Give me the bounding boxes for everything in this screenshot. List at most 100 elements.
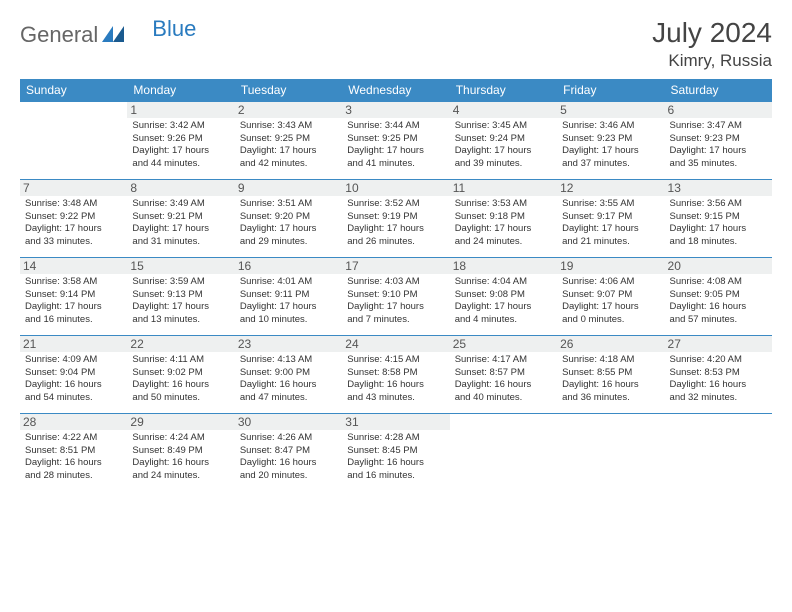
- day-cell: 4 Sunrise: 3:45 AMSunset: 9:24 PMDaylight…: [450, 101, 557, 179]
- week-row: 14Sunrise: 3:58 AMSunset: 9:14 PMDayligh…: [20, 257, 772, 335]
- day-detail-line: and 44 minutes.: [132, 158, 229, 171]
- day-details: Sunrise: 3:43 AMSunset: 9:25 PMDaylight:…: [240, 120, 337, 171]
- day-cell: 12Sunrise: 3:55 AMSunset: 9:17 PMDayligh…: [557, 179, 664, 257]
- day-detail-line: Sunset: 8:51 PM: [25, 445, 122, 458]
- day-detail-line: Sunrise: 3:49 AM: [132, 198, 229, 211]
- day-detail-line: and 16 minutes.: [347, 470, 444, 483]
- day-detail-line: and 54 minutes.: [25, 392, 122, 405]
- day-number: 22: [127, 336, 234, 352]
- day-number: 27: [665, 336, 772, 352]
- calendar-body: 1Sunrise: 3:42 AMSunset: 9:26 PMDaylight…: [20, 101, 772, 491]
- day-detail-line: and 0 minutes.: [562, 314, 659, 327]
- day-detail-line: Sunrise: 4:01 AM: [240, 276, 337, 289]
- day-cell: 29Sunrise: 4:24 AMSunset: 8:49 PMDayligh…: [127, 413, 234, 491]
- day-details: Sunrise: 3:42 AMSunset: 9:26 PMDaylight:…: [132, 120, 229, 171]
- day-details: Sunrise: 3:58 AMSunset: 9:14 PMDaylight:…: [25, 276, 122, 327]
- day-cell: [20, 101, 127, 179]
- day-detail-line: Sunset: 9:24 PM: [455, 133, 552, 146]
- day-detail-line: Sunrise: 4:03 AM: [347, 276, 444, 289]
- day-cell: 18 Sunrise: 4:04 AMSunset: 9:08 PMDayligh…: [450, 257, 557, 335]
- day-detail-line: Sunrise: 3:52 AM: [347, 198, 444, 211]
- day-details: Sunrise: 3:59 AMSunset: 9:13 PMDaylight:…: [132, 276, 229, 327]
- day-detail-line: Sunrise: 3:58 AM: [25, 276, 122, 289]
- day-cell: 6Sunrise: 3:47 AMSunset: 9:23 PMDaylight…: [665, 101, 772, 179]
- day-number: 25: [450, 336, 557, 352]
- day-detail-line: and 35 minutes.: [670, 158, 767, 171]
- day-details: Sunrise: 3:45 AMSunset: 9:24 PMDaylight:…: [455, 120, 552, 171]
- brand-logo: General Blue: [20, 18, 196, 48]
- day-detail-line: Sunset: 9:14 PM: [25, 289, 122, 302]
- day-number: 19: [557, 258, 664, 274]
- day-number: 17: [342, 258, 449, 274]
- weekday-header: Thursday: [450, 79, 557, 102]
- day-detail-line: Sunrise: 3:51 AM: [240, 198, 337, 211]
- day-details: Sunrise: 3:44 AMSunset: 9:25 PMDaylight:…: [347, 120, 444, 171]
- day-detail-line: Sunrise: 4:24 AM: [132, 432, 229, 445]
- day-detail-line: and 41 minutes.: [347, 158, 444, 171]
- day-detail-line: Sunset: 9:19 PM: [347, 211, 444, 224]
- day-detail-line: and 43 minutes.: [347, 392, 444, 405]
- day-detail-line: Sunrise: 3:44 AM: [347, 120, 444, 133]
- day-details: Sunrise: 4:04 AMSunset: 9:08 PMDaylight:…: [455, 276, 552, 327]
- day-detail-line: Daylight: 16 hours: [132, 379, 229, 392]
- day-detail-line: and 10 minutes.: [240, 314, 337, 327]
- day-number: 24: [342, 336, 449, 352]
- day-detail-line: Daylight: 16 hours: [670, 301, 767, 314]
- day-details: Sunrise: 3:53 AMSunset: 9:18 PMDaylight:…: [455, 198, 552, 249]
- day-number: 28: [20, 414, 127, 430]
- day-cell: 24 Sunrise: 4:15 AMSunset: 8:58 PMDayligh…: [342, 335, 449, 413]
- day-details: Sunrise: 4:08 AMSunset: 9:05 PMDaylight:…: [670, 276, 767, 327]
- day-cell: 14 Sunrise: 3:58 AMSunset: 9:14 PMDayligh…: [20, 257, 127, 335]
- day-detail-line: Daylight: 17 hours: [240, 301, 337, 314]
- day-number: 4: [450, 102, 557, 118]
- day-cell: 16 Sunrise: 4:01 AMSunset: 9:11 PMDayligh…: [235, 257, 342, 335]
- day-cell: [665, 413, 772, 491]
- location: Kimry, Russia: [652, 51, 772, 71]
- day-detail-line: Daylight: 16 hours: [455, 379, 552, 392]
- day-detail-line: Sunrise: 4:17 AM: [455, 354, 552, 367]
- week-row: 7Sunrise: 3:48 AMSunset: 9:22 PMDaylight…: [20, 179, 772, 257]
- weekday-header: Wednesday: [342, 79, 449, 102]
- day-detail-line: Daylight: 17 hours: [25, 223, 122, 236]
- weekday-header: Tuesday: [235, 79, 342, 102]
- day-details: Sunrise: 4:09 AMSunset: 9:04 PMDaylight:…: [25, 354, 122, 405]
- day-cell: 17Sunrise: 4:03 AMSunset: 9:10 PMDayligh…: [342, 257, 449, 335]
- day-number: 14: [20, 258, 127, 274]
- day-detail-line: Daylight: 16 hours: [670, 379, 767, 392]
- day-detail-line: and 26 minutes.: [347, 236, 444, 249]
- day-detail-line: and 42 minutes.: [240, 158, 337, 171]
- day-number: 23: [235, 336, 342, 352]
- day-detail-line: and 32 minutes.: [670, 392, 767, 405]
- day-detail-line: Daylight: 17 hours: [455, 145, 552, 158]
- day-number: 16: [235, 258, 342, 274]
- day-number: 2: [235, 102, 342, 118]
- calendar-head: SundayMondayTuesdayWednesdayThursdayFrid…: [20, 79, 772, 102]
- day-details: Sunrise: 4:15 AMSunset: 8:58 PMDaylight:…: [347, 354, 444, 405]
- day-cell: 30Sunrise: 4:26 AMSunset: 8:47 PMDayligh…: [235, 413, 342, 491]
- header: General Blue July 2024 Kimry, Russia: [20, 18, 772, 71]
- day-details: Sunrise: 4:24 AMSunset: 8:49 PMDaylight:…: [132, 432, 229, 483]
- day-number: 8: [127, 180, 234, 196]
- day-detail-line: Daylight: 17 hours: [347, 145, 444, 158]
- day-detail-line: and 31 minutes.: [132, 236, 229, 249]
- day-details: Sunrise: 4:01 AMSunset: 9:11 PMDaylight:…: [240, 276, 337, 327]
- month-title: July 2024: [652, 18, 772, 49]
- day-detail-line: Daylight: 16 hours: [240, 379, 337, 392]
- day-number: 18: [450, 258, 557, 274]
- day-detail-line: Sunset: 9:23 PM: [670, 133, 767, 146]
- day-detail-line: Sunset: 9:11 PM: [240, 289, 337, 302]
- day-cell: 11Sunrise: 3:53 AMSunset: 9:18 PMDayligh…: [450, 179, 557, 257]
- day-detail-line: Sunset: 8:58 PM: [347, 367, 444, 380]
- day-cell: 8Sunrise: 3:49 AMSunset: 9:21 PMDaylight…: [127, 179, 234, 257]
- day-detail-line: Sunset: 9:00 PM: [240, 367, 337, 380]
- day-detail-line: and 57 minutes.: [670, 314, 767, 327]
- day-detail-line: Sunset: 9:04 PM: [25, 367, 122, 380]
- day-detail-line: Sunset: 8:53 PM: [670, 367, 767, 380]
- day-detail-line: and 20 minutes.: [240, 470, 337, 483]
- day-cell: 15 Sunrise: 3:59 AMSunset: 9:13 PMDayligh…: [127, 257, 234, 335]
- day-detail-line: Sunset: 9:25 PM: [347, 133, 444, 146]
- week-row: 28Sunrise: 4:22 AMSunset: 8:51 PMDayligh…: [20, 413, 772, 491]
- day-number: 15: [127, 258, 234, 274]
- day-number: 6: [665, 102, 772, 118]
- day-cell: [450, 413, 557, 491]
